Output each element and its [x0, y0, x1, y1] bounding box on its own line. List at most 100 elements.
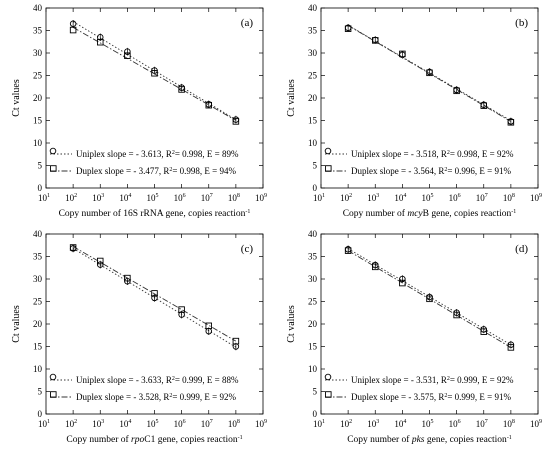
x-tick-base: 10 — [119, 193, 129, 203]
panel-label: (d) — [515, 243, 528, 255]
y-tick-label: 30 — [33, 48, 43, 58]
y-tick-label: 40 — [33, 229, 43, 239]
y-tick-label: 35 — [308, 252, 318, 262]
x-tick-exponent: 2 — [74, 419, 77, 425]
x-tick-label: 108 — [228, 419, 240, 429]
x-tick-base: 10 — [476, 419, 486, 429]
legend-label-part: Uniplex slope = - 3.531, R — [351, 375, 447, 385]
data-point-square — [399, 50, 406, 58]
series-trend-line — [347, 250, 512, 348]
x-tick-label: 109 — [255, 193, 267, 203]
x-tick-exponent: 5 — [431, 419, 434, 425]
legend-label-part: = 0.998, E = 89% — [175, 149, 239, 159]
x-tick-label: 106 — [174, 419, 186, 429]
x-axis-title-part: Copy number of — [347, 434, 412, 445]
x-tick-base: 10 — [65, 419, 75, 429]
x-tick-label: 107 — [476, 419, 488, 429]
legend-label: Uniplex slope = - 3.613, R2= 0.998, E = … — [76, 149, 239, 159]
x-tick-base: 10 — [313, 193, 323, 203]
y-tick-label: 0 — [313, 183, 318, 193]
y-tick-label: 40 — [308, 3, 318, 13]
legend-label-part: = 0.998, E = 94% — [172, 166, 236, 176]
data-point-square — [344, 25, 352, 32]
data-point-square — [178, 306, 185, 313]
x-tick-label: 101 — [313, 419, 325, 429]
x-tick-label: 107 — [201, 193, 213, 203]
legend-label-part: 2 — [447, 150, 450, 156]
y-axis-title: Ct values — [11, 305, 22, 343]
data-point-square — [151, 69, 158, 77]
x-tick-label: 106 — [174, 193, 186, 203]
x-tick-label: 107 — [476, 193, 488, 203]
x-tick-exponent: 3 — [101, 193, 104, 199]
x-tick-label: 102 — [340, 193, 352, 203]
legend-label-part: = 0.996, E = 91% — [447, 166, 511, 176]
y-tick-label: 35 — [33, 26, 43, 36]
x-tick-base: 10 — [340, 419, 350, 429]
x-tick-exponent: 6 — [183, 193, 186, 199]
legend-label-part: 2 — [444, 167, 447, 173]
legend-label-part: = 0.999, E = 88% — [175, 375, 239, 385]
y-tick-label: 20 — [308, 319, 318, 329]
y-tick-label: 15 — [33, 342, 43, 352]
data-point-square — [453, 87, 460, 95]
x-axis-title-part: Copy number of — [66, 434, 131, 445]
x-tick-label: 103 — [367, 193, 379, 203]
x-tick-exponent: 1 — [322, 193, 325, 199]
y-tick-label: 10 — [308, 364, 318, 374]
x-tick-base: 10 — [340, 193, 350, 203]
x-tick-exponent: 8 — [237, 193, 240, 199]
data-point-square — [507, 344, 515, 351]
x-axis-title-part: Copy number of — [343, 208, 408, 219]
x-tick-base: 10 — [201, 419, 211, 429]
legend-label: Uniplex slope = - 3.531, R2= 0.999, E = … — [351, 375, 514, 385]
y-tick-label: 25 — [308, 297, 318, 307]
x-axis-title-part: -1 — [507, 435, 512, 441]
legend-label-part: Duplex slope = - 3.575, R — [351, 392, 444, 402]
y-tick-label: 5 — [38, 387, 43, 397]
x-tick-base: 10 — [530, 419, 540, 429]
x-tick-exponent: 7 — [485, 193, 488, 199]
x-tick-label: 102 — [340, 419, 352, 429]
data-point-square — [69, 244, 77, 251]
y-axis-title: Ct values — [286, 305, 297, 343]
data-point-square — [453, 311, 460, 319]
x-axis-title-part: mcy — [407, 209, 423, 219]
y-tick-label: 25 — [308, 71, 318, 81]
x-tick-base: 10 — [449, 419, 459, 429]
y-tick-label: 25 — [33, 297, 43, 307]
y-tick-label: 30 — [33, 274, 43, 284]
x-tick-exponent: 2 — [349, 419, 352, 425]
x-tick-base: 10 — [476, 193, 486, 203]
x-tick-exponent: 6 — [183, 419, 186, 425]
data-point-square — [96, 257, 104, 265]
x-tick-base: 10 — [174, 419, 184, 429]
data-point-square — [344, 247, 352, 254]
data-point-square — [151, 290, 158, 297]
legend-label-part: Duplex slope = - 3.528, R — [76, 392, 169, 402]
x-tick-label: 103 — [367, 419, 379, 429]
y-axis-title: Ct values — [11, 79, 22, 117]
x-tick-exponent: 8 — [512, 193, 515, 199]
x-tick-exponent: 7 — [210, 193, 213, 199]
legend-label: Duplex slope = - 3.477, R2= 0.998, E = 9… — [76, 166, 236, 176]
y-tick-label: 40 — [308, 229, 318, 239]
x-tick-label: 104 — [119, 419, 131, 429]
x-tick-label: 108 — [503, 419, 515, 429]
plot-frame — [45, 7, 264, 189]
data-point-square — [426, 295, 433, 303]
x-tick-base: 10 — [119, 419, 129, 429]
x-tick-exponent: 1 — [47, 419, 50, 425]
panel-label: (b) — [515, 17, 528, 29]
legend-marker-square — [50, 391, 57, 398]
legend-marker-circle — [324, 147, 332, 155]
legend-label-part: 2 — [444, 393, 447, 399]
x-tick-base: 10 — [255, 193, 265, 203]
series-trend-line — [347, 25, 512, 122]
y-tick-label: 5 — [313, 161, 318, 171]
x-tick-exponent: 4 — [128, 193, 131, 199]
x-axis-title: Copy number of rpoC1 gene, copies reacti… — [66, 434, 242, 445]
x-tick-base: 10 — [394, 419, 404, 429]
